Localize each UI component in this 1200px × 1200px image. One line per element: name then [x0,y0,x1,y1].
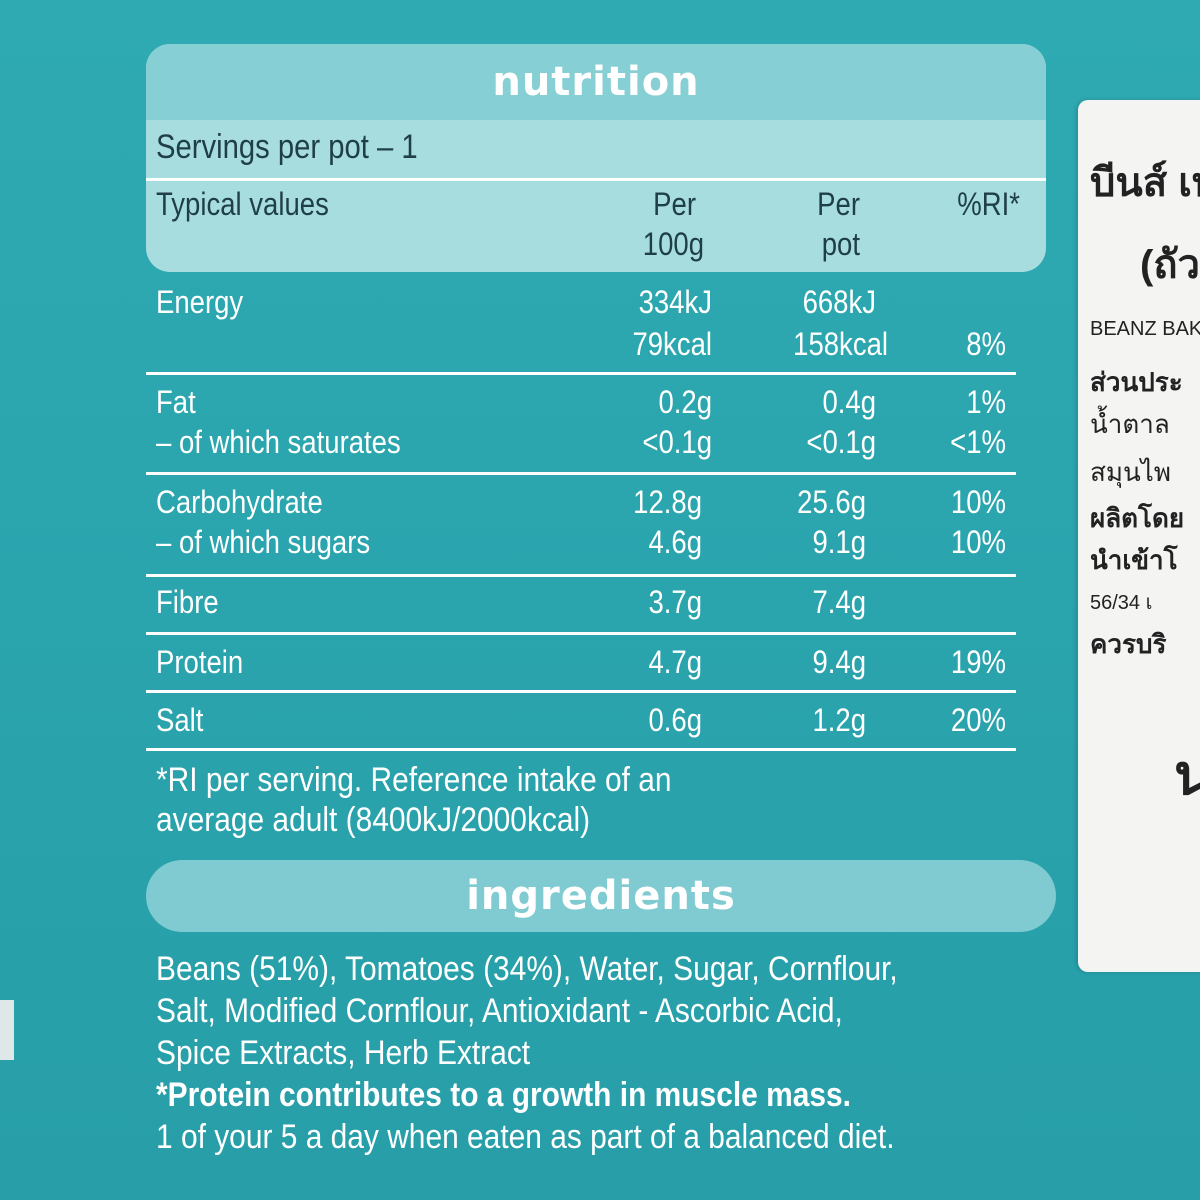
row-energy-perpot-kcal: 158kcal [793,326,888,362]
ingredients-list: Beans (51%), Tomatoes (34%), Water, Suga… [156,948,948,1158]
row-salt-ri: 20% [950,702,1006,738]
packaging-edge [0,1000,14,1060]
header-per100-line2: 100g [642,226,704,262]
row-carbohydrate-per100: 12.8g [633,484,702,520]
thai-line6: สมุนไพ [1090,457,1171,487]
row-fibre-perpot: 7.4g [812,584,866,620]
row-energy-per100-kcal: 79kcal [632,326,712,362]
thai-line1: บีนส์ เบ [1090,161,1200,205]
row-energy-ri: 8% [966,326,1006,362]
ingredients-title: ingredients [466,873,736,919]
servings-per-pot: Servings per pot – 1 [156,128,418,166]
table-rule [146,472,1016,475]
row-saturates-ri: <1% [950,424,1006,460]
ri-footnote: *RI per serving. Reference intake of an … [156,760,672,840]
footnote-line2: average adult (8400kJ/2000kcal) [156,801,591,839]
table-rule [146,574,1016,577]
row-fat-sublabel: – of which saturates [156,424,401,460]
row-salt-label: Salt [156,702,204,738]
row-fat-per100: 0.2g [658,384,712,420]
row-carbohydrate-label: Carbohydrate [156,484,323,520]
row-fibre-label: Fibre [156,584,219,620]
row-saturates-perpot: <0.1g [806,424,876,460]
row-fat-perpot: 0.4g [822,384,876,420]
header-per100-line1: Per [653,186,696,222]
row-fibre-per100: 3.7g [648,584,702,620]
row-energy-perpot-kj: 668kJ [802,284,876,320]
row-carbohydrate-perpot: 25.6g [797,484,866,520]
nutrition-title-band: nutrition [146,44,1046,120]
table-rule [146,632,1016,635]
thai-line2: (ถัว [1140,243,1200,287]
thai-line5: น้ำตาล [1090,409,1170,439]
row-saturates-per100: <0.1g [642,424,712,460]
row-fat-ri: 1% [966,384,1006,420]
thai-line11: น [1174,743,1200,806]
header-perpot-line2: pot [821,226,860,262]
ingredients-header-pill: ingredients [146,860,1056,932]
thai-line10: ควรบริ [1090,629,1167,659]
thai-line7: ผลิตโดย [1090,503,1185,533]
thai-import-sticker: บีนส์ เบ (ถัว BEANZ BAK ส่วนประ น้ำตาล ส… [1078,100,1200,972]
row-sugars-perpot: 9.1g [812,524,866,560]
nutrition-header-panel: nutrition Servings per pot – 1 [146,44,1046,272]
row-sugars-per100: 4.6g [648,524,702,560]
ingredients-line1: Beans (51%), Tomatoes (34%), Water, Suga… [156,950,898,988]
table-rule [146,372,1016,375]
row-protein-perpot: 9.4g [812,644,866,680]
header-ri: %RI* [957,186,1020,222]
row-carbohydrate-ri: 10% [950,484,1006,520]
row-energy-label: Energy [156,284,244,320]
footnote-line1: *RI per serving. Reference intake of an [156,761,672,799]
thai-line4: ส่วนประ [1090,367,1183,397]
row-salt-per100: 0.6g [648,702,702,738]
ingredients-line2: Salt, Modified Cornflour, Antioxidant - … [156,992,843,1030]
five-a-day-claim: 1 of your 5 a day when eaten as part of … [156,1118,895,1156]
header-typical-values: Typical values [156,186,329,222]
table-rule [146,748,1016,751]
protein-claim: *Protein contributes to a growth in musc… [156,1076,851,1114]
thai-line8: นำเข้าโ [1090,545,1178,575]
row-salt-perpot: 1.2g [812,702,866,738]
row-protein-label: Protein [156,644,244,680]
header-perpot-line1: Per [817,186,860,222]
row-energy-per100-kj: 334kJ [638,284,712,320]
row-protein-ri: 19% [950,644,1006,680]
row-sugars-ri: 10% [950,524,1006,560]
row-protein-per100: 4.7g [648,644,702,680]
thai-line9: 56/34 เ [1090,592,1153,614]
ingredients-line3: Spice Extracts, Herb Extract [156,1034,531,1072]
header-divider [146,178,1046,181]
row-fat-label: Fat [156,384,196,420]
nutrition-title: nutrition [492,59,700,105]
thai-line3: BEANZ BAK [1090,318,1200,340]
table-rule [146,690,1016,693]
row-carbohydrate-sublabel: – of which sugars [156,524,371,560]
